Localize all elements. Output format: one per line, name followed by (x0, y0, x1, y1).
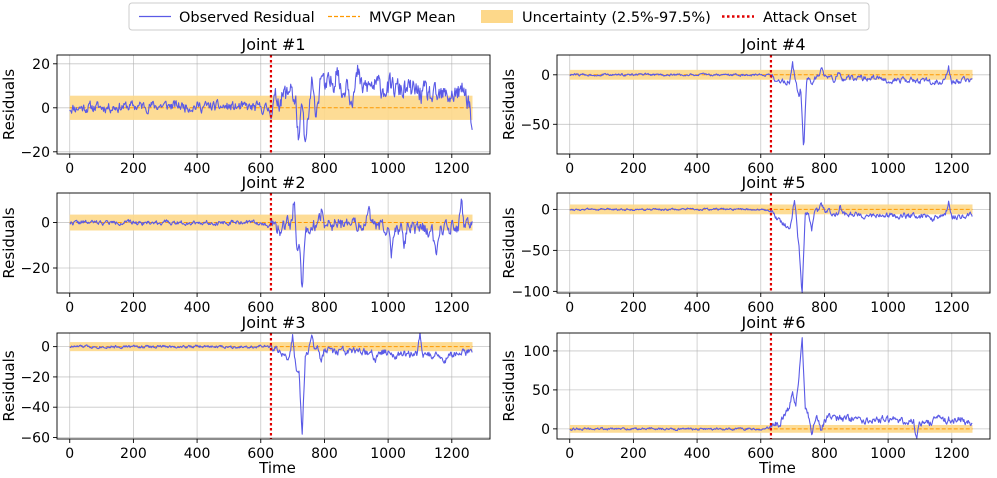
x-tick-label: 800 (311, 161, 338, 177)
y-axis-label: Residuals (0, 350, 18, 421)
subplot-title: Joint #1 (240, 35, 305, 54)
x-tick-label: 400 (184, 446, 211, 462)
x-tick-label: 200 (120, 161, 147, 177)
y-tick-label: −50 (520, 243, 550, 259)
x-axis-label: Time (258, 459, 296, 477)
legend-band-label: Uncertainty (2.5%-97.5%) (522, 10, 711, 26)
x-tick-label: 200 (620, 446, 647, 462)
x-tick-label: 200 (120, 300, 147, 316)
x-tick-label: 1200 (434, 161, 470, 177)
x-tick-label: 600 (247, 161, 274, 177)
y-tick-label: 100 (523, 344, 550, 360)
subplot-6: 0 200 400 600 800 1000 1200 0 50 100 Joint #6 Resid… (500, 313, 991, 477)
axes-frame (556, 332, 991, 440)
y-tick-label: 0 (41, 340, 50, 356)
x-tick-label: 0 (65, 161, 74, 177)
x-tick-label: 800 (311, 446, 338, 462)
y-tick-label: 0 (541, 422, 550, 438)
subplot-title: Joint #6 (740, 313, 805, 332)
subplot-title: Joint #2 (240, 173, 305, 192)
x-tick-label: 200 (120, 446, 147, 462)
x-tick-label: 400 (184, 161, 211, 177)
y-tick-label: 50 (532, 383, 550, 399)
x-tick-label: 400 (684, 161, 711, 177)
y-tick-label: −50 (520, 117, 550, 133)
axes-frame (556, 54, 991, 155)
x-tick-label: 1200 (434, 446, 470, 462)
subplot-2: 0 200 400 600 800 1000 1200 −50 0 Joint #4 Residua… (500, 35, 991, 177)
observed-residual-line (69, 198, 473, 288)
y-tick-label: −40 (20, 400, 50, 416)
x-tick-label: 400 (684, 446, 711, 462)
y-tick-label: 0 (41, 101, 50, 117)
x-tick-label: 400 (684, 300, 711, 316)
legend-band-swatch (481, 10, 513, 23)
axes-frame (556, 192, 991, 294)
y-axis-label: Residuals (500, 350, 518, 421)
y-tick-label: −100 (512, 284, 550, 300)
axes-frame (56, 192, 491, 294)
x-tick-label: 600 (247, 300, 274, 316)
x-tick-label: 0 (565, 300, 574, 316)
x-tick-label: 1200 (934, 300, 970, 316)
x-tick-label: 600 (747, 300, 774, 316)
x-tick-label: 200 (620, 300, 647, 316)
x-tick-label: 600 (747, 161, 774, 177)
x-tick-label: 0 (565, 161, 574, 177)
y-axis-label: Residuals (0, 207, 18, 278)
observed-residual-line (569, 199, 973, 293)
x-tick-label: 200 (620, 161, 647, 177)
x-tick-label: 0 (65, 446, 74, 462)
subplot-3: 0 200 400 600 800 1000 1200 −20 0 Joint #2 Residua… (0, 173, 491, 316)
y-axis-label: Residuals (0, 69, 18, 140)
x-tick-label: 1200 (434, 300, 470, 316)
x-tick-label: 0 (565, 446, 574, 462)
x-tick-label: 1000 (870, 300, 906, 316)
observed-residual-line (69, 64, 473, 143)
subplot-5: 0 200 400 600 800 1000 1200 −60 −40 −20 0 Joint #3 R… (0, 313, 491, 477)
x-tick-label: 600 (747, 446, 774, 462)
legend-mean-label: MVGP Mean (369, 10, 456, 26)
x-axis-label: Time (758, 459, 796, 477)
x-tick-label: 400 (184, 300, 211, 316)
y-tick-label: −20 (20, 145, 50, 161)
x-tick-label: 1000 (370, 446, 406, 462)
subplot-title: Joint #5 (740, 173, 805, 192)
x-tick-label: 600 (247, 446, 274, 462)
x-tick-label: 800 (311, 300, 338, 316)
legend-observed-label: Observed Residual (179, 10, 315, 26)
subplot-1: 0 200 400 600 800 1000 1200 −20 0 20 Joint #1 Resid… (0, 35, 491, 177)
x-tick-label: 1000 (870, 161, 906, 177)
x-tick-label: 800 (811, 300, 838, 316)
y-tick-label: 0 (541, 202, 550, 218)
y-axis-label: Residuals (500, 69, 518, 140)
y-tick-label: 0 (41, 216, 50, 232)
x-tick-label: 1000 (370, 161, 406, 177)
subplot-title: Joint #3 (240, 313, 305, 332)
x-tick-label: 1200 (934, 446, 970, 462)
y-tick-label: 0 (541, 68, 550, 84)
x-tick-label: 800 (811, 446, 838, 462)
x-tick-label: 0 (65, 300, 74, 316)
y-tick-label: 20 (32, 57, 50, 73)
y-axis-label: Residuals (500, 207, 518, 278)
legend: Observed Residual MVGP Mean Uncertainty … (128, 2, 870, 31)
x-tick-label: 1000 (870, 446, 906, 462)
subplot-title: Joint #4 (740, 35, 805, 54)
legend-onset-label: Attack Onset (763, 10, 857, 26)
axes-frame (56, 54, 491, 155)
axes-frame (56, 332, 491, 440)
y-tick-label: −20 (20, 261, 50, 277)
x-tick-label: 1000 (370, 300, 406, 316)
x-tick-label: 1200 (934, 161, 970, 177)
subplot-4: 0 200 400 600 800 1000 1200 −100 −50 0 Joint #5 Res… (500, 173, 991, 316)
y-tick-label: −20 (20, 370, 50, 386)
y-tick-label: −60 (20, 430, 50, 446)
x-tick-label: 800 (811, 161, 838, 177)
